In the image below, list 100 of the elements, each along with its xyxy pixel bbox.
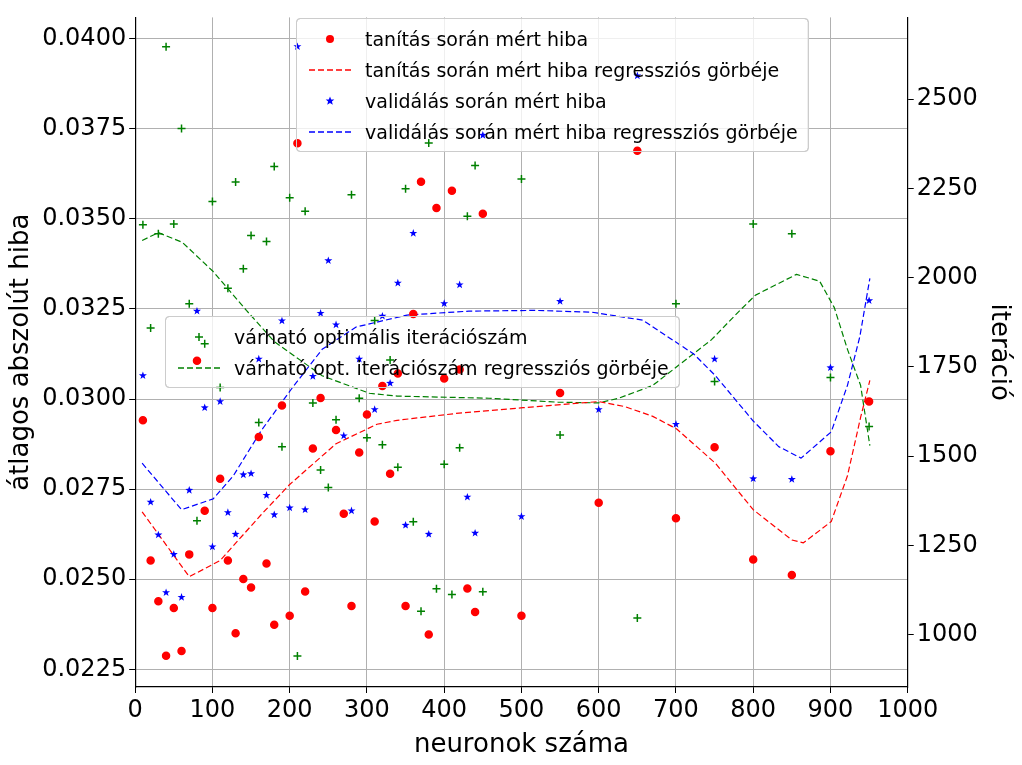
point — [145, 323, 156, 333]
point — [339, 509, 349, 518]
point — [146, 556, 155, 565]
y2-axis-title: iteráció — [985, 303, 1016, 401]
point — [177, 646, 186, 656]
point — [154, 596, 163, 606]
point — [463, 584, 472, 593]
point — [424, 530, 433, 538]
point — [324, 256, 333, 265]
point — [230, 177, 241, 187]
point — [424, 630, 433, 639]
point — [346, 190, 357, 200]
point — [246, 583, 256, 592]
point — [192, 356, 202, 366]
point — [423, 138, 434, 148]
x-tick-label: 700 — [653, 694, 699, 723]
point — [594, 498, 603, 508]
point — [262, 559, 271, 568]
y-axis-title: átlagos abszolút hiba — [4, 213, 35, 491]
x-axis-title: neuronok száma — [413, 728, 629, 759]
point — [262, 491, 271, 499]
point — [370, 517, 379, 526]
point — [748, 555, 758, 564]
point — [308, 398, 318, 408]
point — [826, 363, 835, 372]
point — [215, 474, 225, 483]
point — [270, 510, 279, 519]
point — [138, 371, 147, 380]
y-tick-label: 0.0400 — [42, 22, 127, 51]
x-tick-label: 100 — [189, 694, 236, 723]
point — [316, 309, 325, 317]
point — [208, 603, 217, 613]
x-tick-label: 900 — [807, 694, 854, 723]
point — [239, 574, 248, 584]
point — [370, 405, 379, 413]
point — [208, 542, 217, 551]
point — [555, 388, 565, 398]
point — [300, 587, 310, 596]
point — [478, 209, 488, 219]
point — [439, 459, 449, 470]
point — [409, 229, 418, 237]
point — [331, 425, 341, 435]
point — [632, 613, 643, 623]
point — [177, 593, 186, 601]
y-tick-label: 0.0275 — [42, 473, 127, 502]
point — [161, 651, 171, 660]
x-tick-label: 300 — [344, 694, 390, 723]
point — [347, 601, 356, 611]
point — [200, 506, 209, 516]
point — [454, 443, 465, 453]
legend-label: várható optimális iterációszám — [234, 325, 528, 348]
point — [269, 161, 279, 172]
x-tick-label: 600 — [575, 694, 622, 723]
legend-label: validálás során mért hiba — [365, 89, 607, 112]
point — [292, 651, 303, 661]
point — [277, 442, 287, 452]
x-tick-label: 800 — [730, 694, 777, 723]
point — [231, 530, 240, 538]
legend-label: tanítás során mért hiba regressziós görbéje — [365, 58, 780, 81]
point — [231, 629, 240, 638]
y2-tick-label: 1750 — [916, 351, 978, 380]
x-tick-label: 0 — [127, 694, 143, 723]
point — [200, 403, 209, 412]
point — [517, 611, 526, 620]
point — [594, 405, 603, 413]
point — [301, 505, 310, 514]
point — [247, 469, 256, 478]
point — [216, 397, 225, 405]
point — [864, 397, 874, 406]
y-tick-label: 0.0225 — [42, 653, 127, 682]
point — [470, 607, 480, 617]
point — [254, 432, 264, 442]
y-tick-label: 0.0350 — [42, 203, 127, 232]
point — [308, 444, 318, 453]
point — [787, 570, 797, 580]
x-tick-label: 1000 — [877, 694, 939, 723]
point — [223, 283, 233, 294]
point — [316, 393, 325, 403]
point — [277, 316, 286, 325]
point — [556, 297, 565, 305]
point — [285, 611, 294, 620]
point — [462, 211, 473, 221]
point — [416, 177, 426, 186]
y2-tick-label: 2000 — [916, 261, 978, 290]
y-tick-label: 0.0325 — [42, 293, 127, 322]
line-series — [141, 277, 871, 511]
point — [254, 417, 264, 428]
point — [671, 514, 681, 523]
point — [431, 584, 442, 594]
point — [269, 620, 279, 629]
point — [362, 410, 372, 419]
x-tick-label: 500 — [498, 694, 545, 723]
y-tick-label: 0.0250 — [42, 563, 127, 592]
point — [671, 298, 681, 309]
line-series — [141, 379, 871, 578]
point — [192, 515, 202, 526]
point — [865, 296, 874, 305]
point — [455, 280, 464, 289]
legend-label: validálás során mért hiba regressziós görbéje — [365, 120, 798, 143]
point — [516, 174, 527, 184]
